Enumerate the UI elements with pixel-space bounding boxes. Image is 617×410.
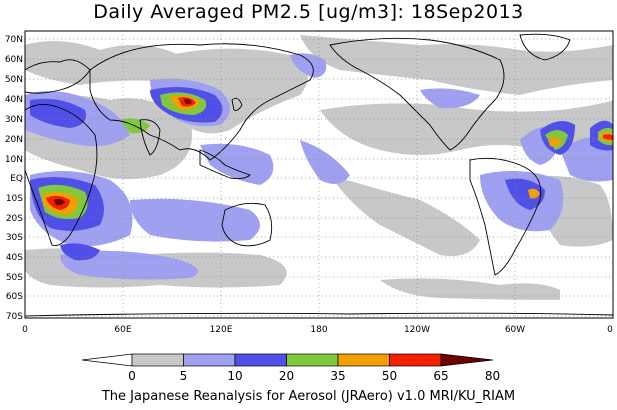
lat-label: 20S <box>6 214 23 224</box>
lat-label: 60N <box>5 55 23 65</box>
lat-label: 40N <box>5 95 23 105</box>
colorbar-label: 20 <box>279 369 294 383</box>
lon-label: 120E <box>210 325 233 335</box>
lon-label: 180 <box>310 325 327 335</box>
colorbar-cell <box>389 353 442 367</box>
colorbar-cell <box>337 353 390 367</box>
coastlines <box>25 33 613 317</box>
lon-label: 0 <box>607 325 613 335</box>
lat-label: 30N <box>5 115 23 125</box>
colorbar-label: 50 <box>382 369 397 383</box>
colorbar-label: 65 <box>433 369 448 383</box>
colorbar-cell <box>81 353 133 367</box>
lat-label: 10N <box>5 155 23 165</box>
colorbar-label: 0 <box>128 369 136 383</box>
lon-label: 60E <box>114 325 131 335</box>
map-title: Daily Averaged PM2.5 [ug/m3]: 18Sep2013 <box>93 1 524 23</box>
lon-label: 60W <box>505 325 525 335</box>
lat-label: 10S <box>6 194 23 204</box>
lat-label: 40S <box>6 253 23 263</box>
colorbar-cell <box>131 353 184 367</box>
colorbar-label: 5 <box>180 369 188 383</box>
level-80-plus-areas <box>54 98 192 206</box>
lat-label: 50S <box>6 273 23 283</box>
colorbar-cell <box>234 353 287 367</box>
colorbar-cell <box>286 353 339 367</box>
lat-labels: 70N 60N 50N 40N 30N 20N 10N EQ 10S 20S 3… <box>5 35 23 322</box>
colorbar-cell <box>440 353 494 367</box>
colorbar-label: 80 <box>485 369 500 383</box>
pm25-map: 70N 60N 50N 40N 30N 20N 10N EQ 10S 20S 3… <box>5 30 614 335</box>
lat-label: 20N <box>5 135 23 145</box>
lat-label: 70N <box>5 35 23 45</box>
colorbar-cell <box>183 353 236 367</box>
map-frame <box>24 30 614 319</box>
lat-label: 60S <box>6 292 23 302</box>
footer-credit: The Japanese Reanalysis for Aerosol (JRA… <box>101 389 516 404</box>
lon-labels: 0 60E 120E 180 120W 60W 0 <box>22 325 613 335</box>
lat-label: 70S <box>6 312 23 322</box>
colorbar-label: 10 <box>227 369 242 383</box>
lat-label: 50N <box>5 75 23 85</box>
lon-label: 120W <box>404 325 430 335</box>
colorbar-label: 35 <box>330 369 345 383</box>
lat-label: EQ <box>10 174 23 184</box>
lon-label: 0 <box>22 325 28 335</box>
lat-label: 30S <box>6 233 23 243</box>
